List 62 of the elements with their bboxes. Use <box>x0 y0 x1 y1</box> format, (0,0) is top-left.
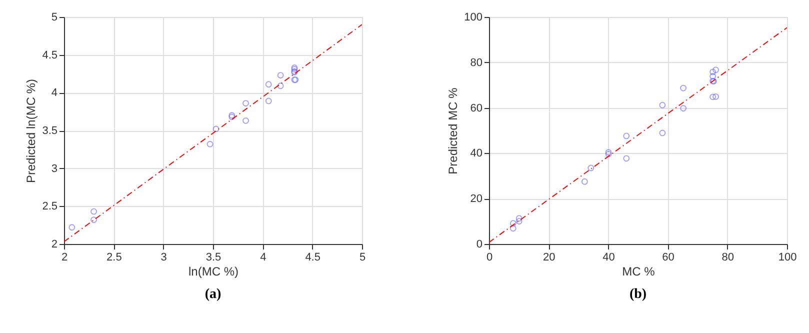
x-axis-title: ln(MC %) <box>188 264 238 278</box>
x-tick-label: 40 <box>602 252 615 264</box>
x-tick-label: 60 <box>662 252 674 264</box>
y-tick-label: 60 <box>470 102 482 114</box>
point <box>206 140 214 148</box>
x-tick-label: 2 <box>61 252 68 264</box>
x-tick-label: 5 <box>359 252 366 264</box>
x-tick-label: 3.5 <box>206 252 222 264</box>
y-tick-label: 5 <box>51 12 58 24</box>
point <box>581 178 588 185</box>
point <box>680 84 686 92</box>
point <box>712 66 719 74</box>
x-tick-label: 4.5 <box>305 252 320 264</box>
y-tick-label: 100 <box>464 12 482 24</box>
x-tick-label: 80 <box>722 252 734 264</box>
point <box>277 72 284 78</box>
text: (b) <box>629 287 647 302</box>
point <box>242 117 249 124</box>
point <box>242 100 249 106</box>
point <box>659 102 666 108</box>
y-tick-label: 4 <box>51 87 58 100</box>
point <box>90 216 97 223</box>
point <box>710 94 716 100</box>
point <box>516 218 522 224</box>
x-tick-label: 20 <box>542 252 556 264</box>
y-tick-label: 0 <box>476 238 482 250</box>
y-tick-label: 3 <box>51 162 58 175</box>
point <box>516 215 522 222</box>
point <box>659 130 666 136</box>
point <box>588 164 594 172</box>
point <box>510 220 516 227</box>
point <box>712 93 719 100</box>
y-tick-label: 20 <box>470 193 482 206</box>
point <box>265 81 272 88</box>
y-tick-label: 40 <box>470 148 482 160</box>
point <box>710 73 716 80</box>
point <box>710 68 716 76</box>
y-tick-label: 2.5 <box>42 200 58 213</box>
point <box>68 224 76 231</box>
x-tick-label: 100 <box>778 252 797 264</box>
y-tick-label: 4.5 <box>42 49 58 62</box>
text: (a) <box>204 287 222 302</box>
point <box>605 150 612 158</box>
y-axis-title: Predicted MC % <box>446 87 460 174</box>
point <box>510 225 516 232</box>
point <box>265 98 272 104</box>
point <box>680 105 686 112</box>
x-tick-label: 3 <box>160 252 167 264</box>
x-tick-label: 4 <box>260 252 266 264</box>
point <box>605 149 612 156</box>
point <box>277 82 284 90</box>
y-tick-label: 2 <box>51 238 58 250</box>
point <box>623 132 630 140</box>
y-tick-label: 3.5 <box>42 125 58 137</box>
y-axis-title: Predicted ln(MC %) <box>24 78 38 184</box>
point <box>212 126 220 132</box>
x-tick-label: 2.5 <box>106 252 122 264</box>
y-tick-label: 80 <box>470 56 482 69</box>
point <box>623 155 630 162</box>
x-tick-label: 0 <box>486 252 493 264</box>
x-axis-title: MC % <box>622 264 656 278</box>
point <box>90 208 97 215</box>
